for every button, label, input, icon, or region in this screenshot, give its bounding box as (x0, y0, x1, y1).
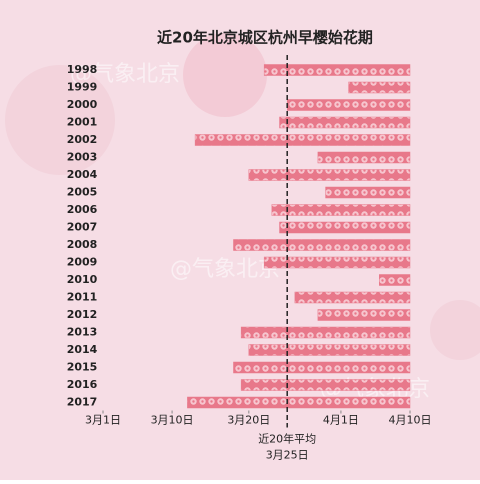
y-tick-label: 1999 (67, 81, 98, 94)
bar (263, 256, 411, 269)
y-tick-label: 2007 (67, 221, 98, 234)
x-tick-label: 3月1日 (85, 414, 121, 427)
y-tick-label: 2010 (67, 273, 98, 286)
bar (286, 99, 411, 111)
bar (233, 361, 411, 374)
bar (379, 274, 411, 286)
bar (325, 186, 411, 199)
chart-title: 近20年北京城区杭州早樱始花期 (157, 29, 373, 47)
bar (279, 221, 411, 234)
y-tick-label: 2014 (67, 343, 98, 356)
bar (271, 204, 411, 216)
bar (194, 134, 411, 146)
bar (248, 344, 411, 356)
bar (263, 64, 411, 76)
y-tick-label: 2003 (67, 151, 98, 164)
x-tick-label: 4月10日 (389, 414, 432, 427)
y-tick-label: 2009 (67, 256, 98, 269)
y-tick-label: 2008 (67, 238, 98, 251)
y-tick-label: 2006 (67, 203, 98, 216)
bar (248, 169, 411, 181)
y-tick-label: 2000 (67, 98, 98, 111)
average-label: 近20年平均 (258, 432, 316, 446)
y-tick-label: 1998 (67, 63, 98, 76)
y-tick-label: 2011 (67, 291, 98, 304)
bar (317, 309, 411, 321)
watermark: @气象北京 (70, 62, 180, 87)
bar (294, 291, 411, 304)
average-date: 3月25日 (266, 449, 309, 462)
watermark: @气象北京 (170, 257, 280, 282)
bar (348, 81, 411, 94)
bar (233, 239, 411, 251)
bar (240, 326, 411, 339)
y-tick-label: 2017 (67, 396, 98, 409)
decor (5, 65, 115, 175)
bar (240, 379, 411, 391)
decor (183, 33, 267, 117)
y-tick-label: 2005 (67, 186, 98, 199)
y-tick-label: 2004 (67, 168, 98, 181)
x-tick-label: 3月10日 (151, 414, 194, 427)
bar (187, 396, 411, 409)
y-tick-label: 2016 (67, 378, 98, 391)
bar (317, 151, 411, 164)
x-tick-label: 4月1日 (323, 414, 359, 427)
y-tick-label: 2001 (67, 116, 98, 129)
y-tick-label: 2012 (67, 308, 98, 321)
y-tick-label: 2013 (67, 326, 98, 339)
x-tick-label: 3月20日 (227, 414, 270, 427)
y-tick-label: 2015 (67, 361, 98, 374)
bar (279, 116, 411, 129)
y-tick-label: 2002 (67, 133, 98, 146)
decor (430, 300, 480, 360)
